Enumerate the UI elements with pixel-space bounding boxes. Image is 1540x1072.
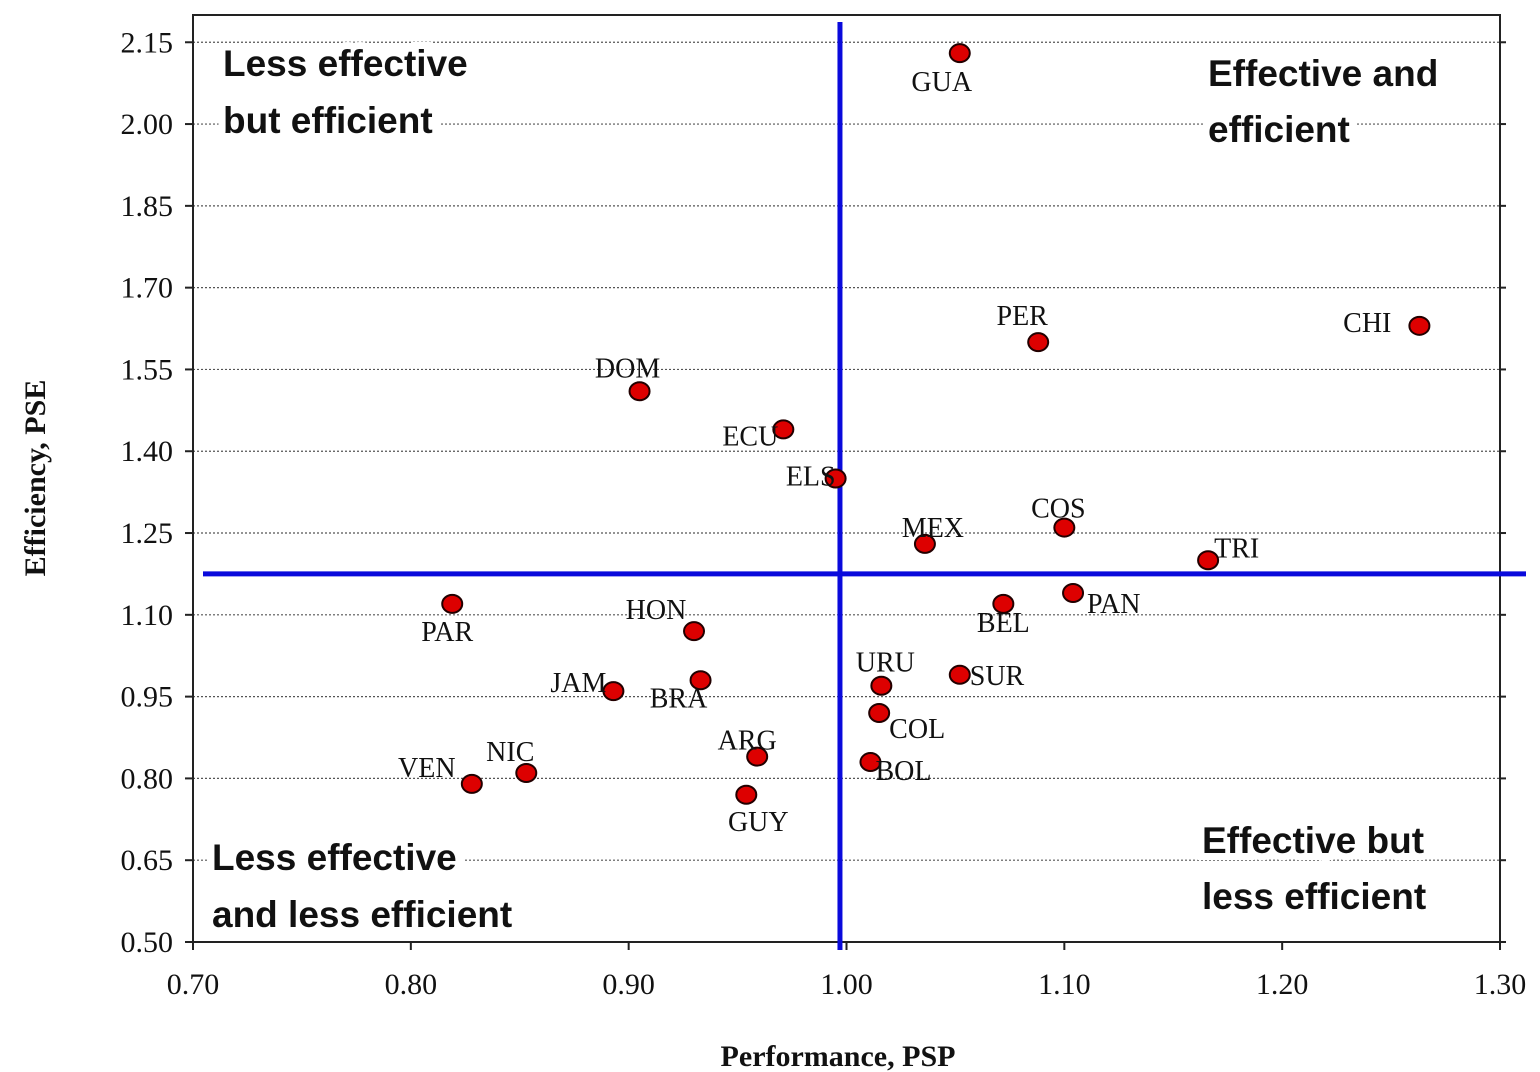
point-label-ven: VEN: [398, 753, 456, 784]
axis-ticks: 0.50 0.65 0.80 0.95 1.10 1.25 1.40 1.55 1.70 1.85…: [121, 26, 1527, 1001]
data-point-arg: [746, 746, 769, 767]
point-label-mex: MEX: [902, 513, 964, 544]
data-point-ven: [460, 773, 483, 794]
quadrant-label-bottom-right: less efficient: [1202, 876, 1426, 917]
x-tick-label: 0.90: [602, 968, 655, 1001]
data-point-hon: [683, 621, 706, 642]
y-axis-title: Efficiency, PSE: [19, 380, 52, 577]
point-label-chi: CHI: [1343, 308, 1391, 339]
y-tick-label: 1.55: [121, 353, 174, 386]
point-label-bol: BOL: [875, 756, 931, 787]
point-label-hon: HON: [626, 595, 687, 626]
point-label-guy: GUY: [728, 807, 789, 838]
y-tick-label: 1.25: [121, 517, 174, 550]
data-point-par: [441, 593, 464, 614]
quadrant-dividers: [203, 22, 1526, 950]
y-tick-label: 1.40: [121, 435, 174, 468]
point-label-per: PER: [997, 301, 1049, 332]
point-label-nic: NIC: [486, 737, 534, 768]
quadrant-label-top-right: efficient: [1208, 109, 1350, 150]
data-point-bel: [992, 593, 1015, 614]
y-tick-label: 1.70: [121, 272, 174, 305]
quadrant-label-bottom-left: Less effective: [212, 837, 457, 878]
data-point-uru: [870, 675, 893, 696]
point-label-gua: GUA: [911, 67, 972, 98]
data-point-bol: [859, 752, 882, 773]
x-tick-label: 1.30: [1474, 968, 1527, 1001]
data-point-nic: [515, 762, 538, 783]
y-tick-label: 1.10: [121, 599, 174, 632]
quadrant-label-bottom-right: Effective but: [1202, 820, 1424, 861]
y-tick-label: 0.65: [121, 844, 174, 877]
data-point-sur: [948, 664, 971, 685]
point-label-pan: PAN: [1087, 589, 1140, 620]
data-point-tri: [1197, 550, 1220, 571]
y-tick-label: 0.80: [121, 762, 174, 795]
x-tick-label: 1.20: [1256, 968, 1309, 1001]
x-axis-title: Performance, PSP: [721, 1040, 956, 1072]
y-tick-label: 0.95: [121, 681, 174, 714]
quadrant-label-top-left: but efficient: [223, 100, 433, 141]
data-point-col: [868, 702, 891, 723]
point-label-jam: JAM: [550, 668, 606, 699]
data-point-els: [824, 468, 847, 489]
quadrant-labels: Less effective but efficient Effective and…: [205, 36, 1445, 942]
grid-lines: [193, 41, 1500, 861]
y-tick-label: 2.15: [121, 26, 174, 59]
x-tick-label: 0.70: [167, 968, 220, 1001]
data-point-chi: [1408, 315, 1431, 336]
point-label-col: COL: [889, 714, 945, 745]
point-label-bra: BRA: [650, 683, 708, 714]
point-label-uru: URU: [856, 648, 915, 679]
data-point-dom: [628, 381, 651, 402]
data-point-guy: [735, 784, 758, 805]
data-point-mex: [913, 533, 936, 554]
data-point-cos: [1053, 517, 1076, 538]
x-tick-label: 0.80: [385, 968, 438, 1001]
quadrant-label-top-left: Less effective: [223, 43, 468, 84]
y-tick-label: 2.00: [121, 108, 174, 141]
data-points: GUA CHI PER DOM ECU ELS MEX COS TRI PAN BEL PAR HON U…: [398, 43, 1431, 838]
data-point-bra: [689, 670, 712, 691]
data-point-jam: [602, 681, 625, 702]
data-point-pan: [1062, 583, 1085, 604]
point-label-dom: DOM: [595, 353, 660, 384]
point-label-bel: BEL: [977, 608, 1030, 639]
data-point-per: [1027, 332, 1050, 353]
point-label-arg: ARG: [718, 726, 777, 757]
data-point-ecu: [772, 419, 795, 440]
point-label-ecu: ECU: [722, 421, 778, 452]
x-tick-label: 1.10: [1038, 968, 1091, 1001]
quadrant-label-top-right: Effective and: [1208, 53, 1438, 94]
y-tick-label: 1.85: [121, 190, 174, 223]
y-tick-label: 0.50: [121, 926, 174, 959]
point-label-els: ELS: [786, 462, 836, 493]
quadrant-label-bottom-left: and less efficient: [212, 894, 512, 935]
x-tick-label: 1.00: [820, 968, 873, 1001]
point-label-cos: COS: [1031, 494, 1085, 525]
point-label-sur: SUR: [970, 661, 1025, 692]
data-point-gua: [948, 43, 971, 64]
point-label-tri: TRI: [1214, 533, 1259, 564]
point-label-par: PAR: [421, 617, 473, 648]
